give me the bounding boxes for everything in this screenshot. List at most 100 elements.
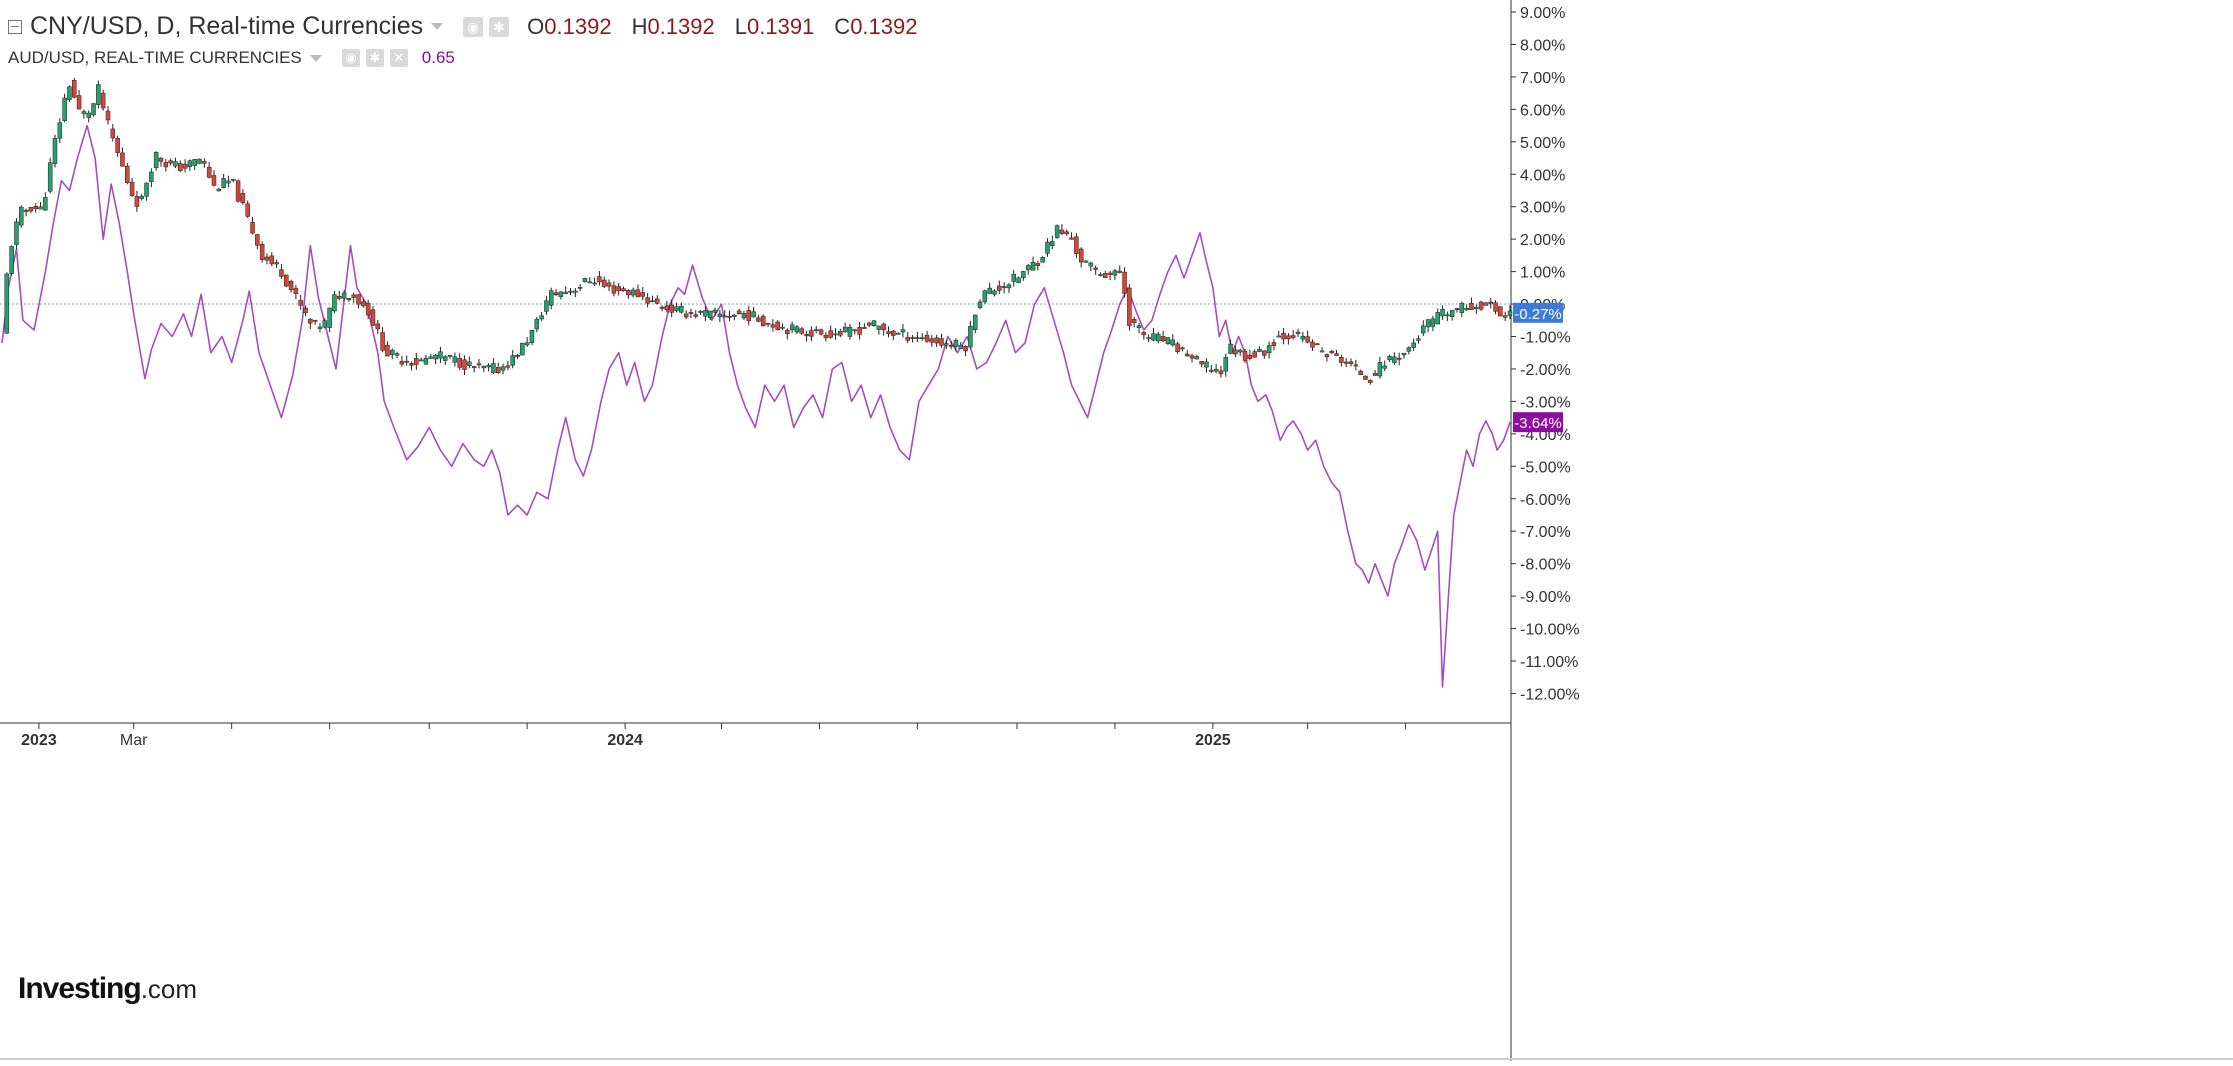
candle-down [997,285,1002,291]
candle-up [52,138,58,164]
candle-up [1440,308,1445,317]
candle-up [741,313,747,319]
ohlc-low: L0.1391 [734,13,815,39]
candle-up [1016,277,1021,283]
candle-up [1411,342,1416,348]
candle-down [1454,308,1460,310]
y-tick-label: -9.00% [1520,589,1571,606]
candle-down [505,365,511,368]
y-tick-label: 1.00% [1520,265,1565,282]
candle-up [1025,265,1031,271]
candle-down [760,315,766,327]
visibility-icon[interactable]: ◉ [341,49,360,67]
candle-up [1194,356,1200,360]
candle-down [688,312,694,314]
candle-down [601,279,607,287]
candle-down [597,276,602,283]
candle-up [900,329,906,333]
candle-down [765,322,771,325]
candle-up [1382,365,1387,369]
candle-up [1151,333,1156,341]
candle-up [38,206,43,210]
candle-down [881,323,886,331]
secondary-series-title[interactable]: AUD/USD, REAL-TIME CURRENCIES [8,48,302,67]
candle-down [279,269,284,277]
candle-up [197,158,202,164]
candle-down [33,206,38,210]
candle-down [823,334,829,339]
candle-down [1488,301,1493,304]
candle-down [770,324,776,328]
candle-up [751,311,756,318]
candle-up [568,290,573,293]
candle-down [616,286,621,292]
candle-down [115,137,120,153]
candle-up [19,206,24,226]
candle-up [717,313,723,318]
candle-up [1459,302,1465,313]
candle-down [298,300,303,306]
settings-gear-icon[interactable]: ✱ [365,49,384,67]
candle-up [577,287,583,289]
candle-down [255,234,260,246]
candle-down [727,315,732,318]
main-series-title[interactable]: CNY/USD, D, Real-time Currencies [30,12,424,40]
candle-down [804,333,809,337]
candle-up [389,349,395,355]
candle-down [120,152,125,167]
ohlc-open: O0.1392 [527,13,612,39]
candle-up [491,363,496,374]
candle-down [915,337,920,340]
collapse-legend-button[interactable] [8,19,22,34]
candle-down [1122,271,1127,294]
candle-down [929,338,935,343]
candle-down [948,345,954,347]
candle-up [1266,345,1272,354]
candle-down [361,301,366,307]
candle-up [972,314,978,331]
candle-down [288,281,294,291]
y-tick-label: -8.00% [1520,557,1571,574]
candle-down [693,314,699,317]
candle-up [592,282,597,285]
candle-down [1180,347,1185,350]
candle-down [746,310,752,321]
candle-up [332,294,337,312]
settings-gear-icon[interactable]: ✱ [489,16,510,37]
dropdown-caret-icon[interactable] [309,54,322,62]
candle-down [775,321,780,331]
visibility-icon[interactable]: ◉ [463,16,484,37]
candle-up [1507,310,1513,316]
dropdown-caret-icon[interactable] [431,23,444,30]
candle-up [47,162,53,192]
candle-up [1165,337,1171,344]
candle-down [664,305,670,311]
y-tick-label: -1.00% [1520,330,1571,347]
y-tick-label: -7.00% [1520,524,1571,541]
candle-up [144,182,149,197]
candle-down [1078,248,1084,263]
candle-down [399,360,405,365]
candle-up [1098,274,1103,276]
x-tick-label: 2024 [607,732,643,749]
candle-down [515,354,520,358]
y-tick-label: -10.00% [1520,622,1580,639]
candle-up [520,342,525,356]
y-tick-label: 6.00% [1520,102,1565,119]
x-tick-label: 2023 [21,732,57,749]
candle-down [669,304,674,313]
candle-up [1377,362,1383,377]
candle-down [1199,361,1204,365]
candle-up [544,300,549,312]
y-tick-label: 8.00% [1520,37,1565,54]
candle-up [447,355,453,357]
candle-down [202,161,207,164]
candle-up [452,356,458,363]
candle-up [524,342,530,346]
candle-down [1262,350,1267,356]
candle-up [327,307,332,328]
remove-series-icon[interactable]: ✕ [389,49,408,67]
candle-down [375,323,381,330]
candle-up [582,278,588,282]
candle-down [1107,272,1113,275]
